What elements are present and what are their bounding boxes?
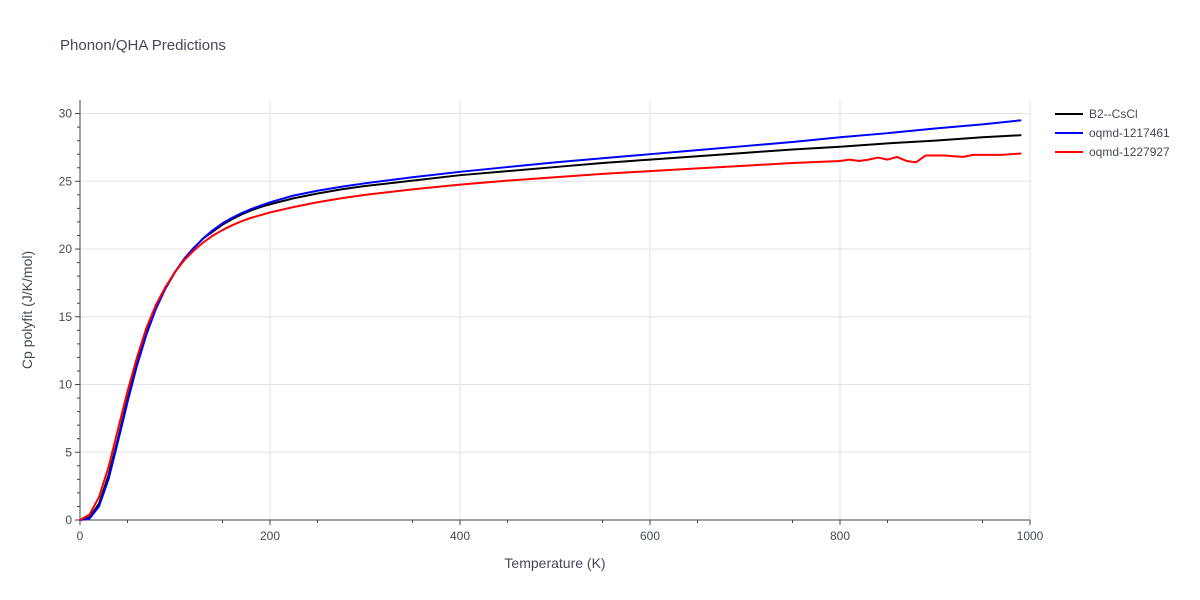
y-axis-title: Cp polyfit (J/K/mol) — [19, 251, 35, 369]
x-tick-label: 600 — [640, 529, 660, 543]
legend[interactable]: B2--CsCl oqmd-1217461 oqmd-1227927 — [1055, 107, 1170, 159]
y-tick-label: 20 — [59, 242, 73, 256]
chart-title: Phonon/QHA Predictions — [60, 37, 226, 54]
y-tick-label: 0 — [65, 513, 72, 527]
series-line-1[interactable] — [79, 119, 1022, 521]
x-tick-label: 200 — [260, 529, 280, 543]
x-tick-label: 1000 — [1017, 529, 1044, 543]
axes: 0 200 400 600 800 1000 0 5 10 15 20 25 30 — [59, 100, 1044, 543]
legend-label: B2--CsCl — [1089, 107, 1138, 121]
legend-item[interactable]: oqmd-1217461 — [1055, 126, 1170, 140]
legend-item[interactable]: oqmd-1227927 — [1055, 145, 1170, 159]
y-tick-label: 10 — [59, 378, 73, 392]
y-tick-label: 30 — [59, 107, 73, 121]
series-lines — [79, 119, 1022, 521]
y-tick-label: 25 — [59, 174, 73, 188]
x-tick-label: 0 — [77, 529, 84, 543]
y-tick-label: 5 — [65, 445, 72, 459]
x-tick-label: 800 — [830, 529, 850, 543]
legend-label: oqmd-1217461 — [1089, 126, 1170, 140]
legend-label: oqmd-1227927 — [1089, 145, 1170, 159]
x-axis-title: Temperature (K) — [504, 555, 605, 571]
legend-item[interactable]: B2--CsCl — [1055, 107, 1138, 121]
series-line-2[interactable] — [79, 152, 1022, 521]
y-tick-label: 15 — [59, 310, 73, 324]
gridlines — [80, 100, 1031, 520]
x-tick-label: 400 — [450, 529, 470, 543]
